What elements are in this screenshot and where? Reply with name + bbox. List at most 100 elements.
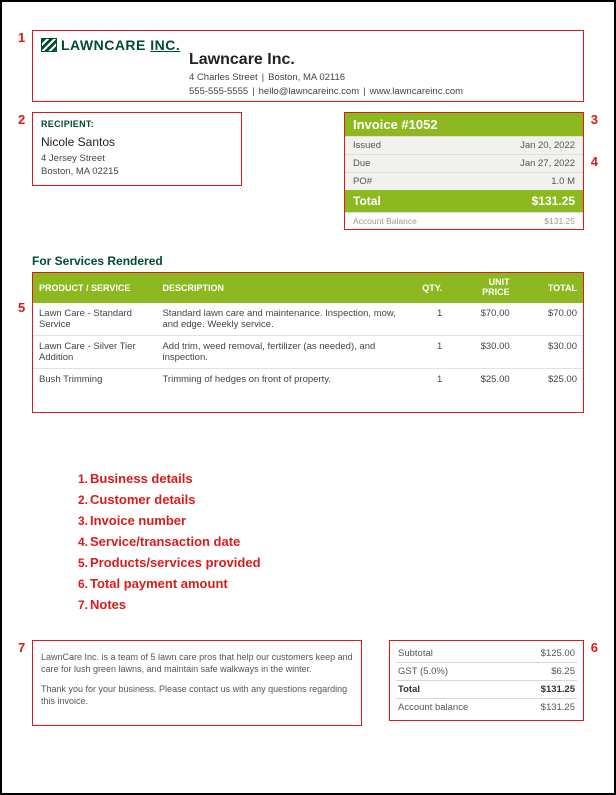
balance-value: $131.25 xyxy=(541,702,575,713)
legend-text: Customer details xyxy=(90,492,195,507)
legend-num: 7. xyxy=(72,598,88,612)
table-row: Lawn Care - Standard ServiceStandard law… xyxy=(33,303,583,336)
totals-gst: GST (5.0%) $6.25 xyxy=(396,663,577,681)
logo: LAWNCARE INC. xyxy=(41,37,180,53)
due-value: Jan 27, 2022 xyxy=(520,158,575,169)
annotation-1: 1 xyxy=(18,30,25,45)
th-unit: UNITPRICE xyxy=(448,273,515,303)
company-contacts: 555-555-5555|hello@lawncareinc.com|www.l… xyxy=(189,86,575,97)
contact-email: hello@lawncareinc.com xyxy=(259,86,359,97)
legend-num: 6. xyxy=(72,577,88,591)
company-block: Lawncare Inc. 4 Charles Street|Boston, M… xyxy=(189,51,575,97)
totals-balance: Account balance $131.25 xyxy=(396,699,577,716)
item-unit: $70.00 xyxy=(448,303,515,336)
services-table: PRODUCT / SERVICE DESCRIPTION QTY. UNITP… xyxy=(33,273,583,390)
legend-text: Total payment amount xyxy=(90,576,228,591)
legend-row: 4.Service/transaction date xyxy=(72,534,584,549)
subtotal-value: $125.00 xyxy=(541,648,575,659)
issued-value: Jan 20, 2022 xyxy=(520,140,575,151)
legend-text: Business details xyxy=(90,471,193,486)
item-name: Bush Trimming xyxy=(33,368,156,390)
table-row: Bush TrimmingTrimming of hedges on front… xyxy=(33,368,583,390)
header-box: LAWNCARE INC. Lawncare Inc. 4 Charles St… xyxy=(32,30,584,102)
legend-text: Products/services provided xyxy=(90,555,261,570)
item-total: $70.00 xyxy=(516,303,583,336)
logo-mark-icon xyxy=(41,38,57,52)
services-table-box: PRODUCT / SERVICE DESCRIPTION QTY. UNITP… xyxy=(32,272,584,413)
notes-p2: Thank you for your business. Please cont… xyxy=(41,683,353,707)
th-qty: QTY. xyxy=(403,273,448,303)
recipient-name: Nicole Santos xyxy=(41,135,233,149)
annotation-6: 6 xyxy=(591,640,598,655)
item-desc: Add trim, weed removal, fertilizer (as n… xyxy=(156,335,403,368)
legend-num: 1. xyxy=(72,472,88,486)
item-desc: Standard lawn care and maintenance. Insp… xyxy=(156,303,403,336)
legend-row: 7.Notes xyxy=(72,597,584,612)
legend-num: 3. xyxy=(72,514,88,528)
contact-web: www.lawncareinc.com xyxy=(370,86,463,97)
po-label: PO# xyxy=(353,176,372,187)
legend-num: 5. xyxy=(72,556,88,570)
legend-row: 2.Customer details xyxy=(72,492,584,507)
total-label: Total xyxy=(398,684,420,695)
legend-row: 3.Invoice number xyxy=(72,513,584,528)
legend-row: 6.Total payment amount xyxy=(72,576,584,591)
gst-value: $6.25 xyxy=(551,666,575,677)
inv-balance-value: $131.25 xyxy=(544,216,575,226)
table-row: Lawn Care - Silver Tier AdditionAdd trim… xyxy=(33,335,583,368)
logo-word1: LAWNCARE xyxy=(61,37,146,53)
legend-num: 4. xyxy=(72,535,88,549)
annotation-3: 3 xyxy=(591,112,598,127)
legend-row: 5.Products/services provided xyxy=(72,555,584,570)
item-name: Lawn Care - Standard Service xyxy=(33,303,156,336)
annotation-2: 2 xyxy=(18,112,25,127)
annotation-4: 4 xyxy=(591,154,598,169)
recipient-address: 4 Jersey Street Boston, MA 02215 xyxy=(41,153,233,179)
item-unit: $25.00 xyxy=(448,368,515,390)
company-address: 4 Charles Street|Boston, MA 02116 xyxy=(189,72,575,83)
th-product: PRODUCT / SERVICE xyxy=(33,273,156,303)
due-label: Due xyxy=(353,158,370,169)
total-value: $131.25 xyxy=(541,684,575,695)
item-total: $25.00 xyxy=(516,368,583,390)
item-unit: $30.00 xyxy=(448,335,515,368)
notes-box: LawnCare Inc. is a team of 5 lawn care p… xyxy=(32,640,362,727)
item-qty: 1 xyxy=(403,368,448,390)
annotation-5: 5 xyxy=(18,300,25,315)
invoice-issued-row: Issued Jan 20, 2022 xyxy=(345,136,583,154)
invoice-due-row: Due Jan 27, 2022 xyxy=(345,154,583,172)
balance-label: Account balance xyxy=(398,702,468,713)
invoice-po-row: PO# 1.0 M xyxy=(345,172,583,190)
item-desc: Trimming of hedges on front of property. xyxy=(156,368,403,390)
logo-text: LAWNCARE INC. xyxy=(61,37,180,53)
company-name: Lawncare Inc. xyxy=(189,51,575,69)
inv-total-value: $131.25 xyxy=(532,194,575,208)
invoice-number: Invoice #1052 xyxy=(345,113,583,136)
item-qty: 1 xyxy=(403,335,448,368)
legend-row: 1.Business details xyxy=(72,471,584,486)
recipient-box: RECIPIENT: Nicole Santos 4 Jersey Street… xyxy=(32,112,242,186)
invoice-balance-row: Account Balance $131.25 xyxy=(345,212,583,229)
notes-p1: LawnCare Inc. is a team of 5 lawn care p… xyxy=(41,651,353,675)
totals-subtotal: Subtotal $125.00 xyxy=(396,645,577,663)
legend-text: Notes xyxy=(90,597,126,612)
legend-text: Invoice number xyxy=(90,513,186,528)
totals-total: Total $131.25 xyxy=(396,681,577,699)
item-total: $30.00 xyxy=(516,335,583,368)
recipient-addr2: Boston, MA 02215 xyxy=(41,166,233,179)
totals-box: Subtotal $125.00 GST (5.0%) $6.25 Total … xyxy=(389,640,584,721)
legend-num: 2. xyxy=(72,493,88,507)
addr-street: 4 Charles Street xyxy=(189,72,258,83)
services-title: For Services Rendered xyxy=(32,254,584,268)
po-value: 1.0 M xyxy=(551,176,575,187)
annotation-7: 7 xyxy=(18,640,25,655)
contact-phone: 555-555-5555 xyxy=(189,86,248,97)
legend: 1.Business details2.Customer details3.In… xyxy=(72,471,584,612)
invoice-total-row: Total $131.25 xyxy=(345,190,583,212)
th-total: TOTAL xyxy=(516,273,583,303)
invoice-box: Invoice #1052 Issued Jan 20, 2022 Due Ja… xyxy=(344,112,584,230)
addr-city: Boston, MA 02116 xyxy=(268,72,345,83)
inv-total-label: Total xyxy=(353,194,381,208)
recipient-label: RECIPIENT: xyxy=(41,119,233,129)
th-description: DESCRIPTION xyxy=(156,273,403,303)
